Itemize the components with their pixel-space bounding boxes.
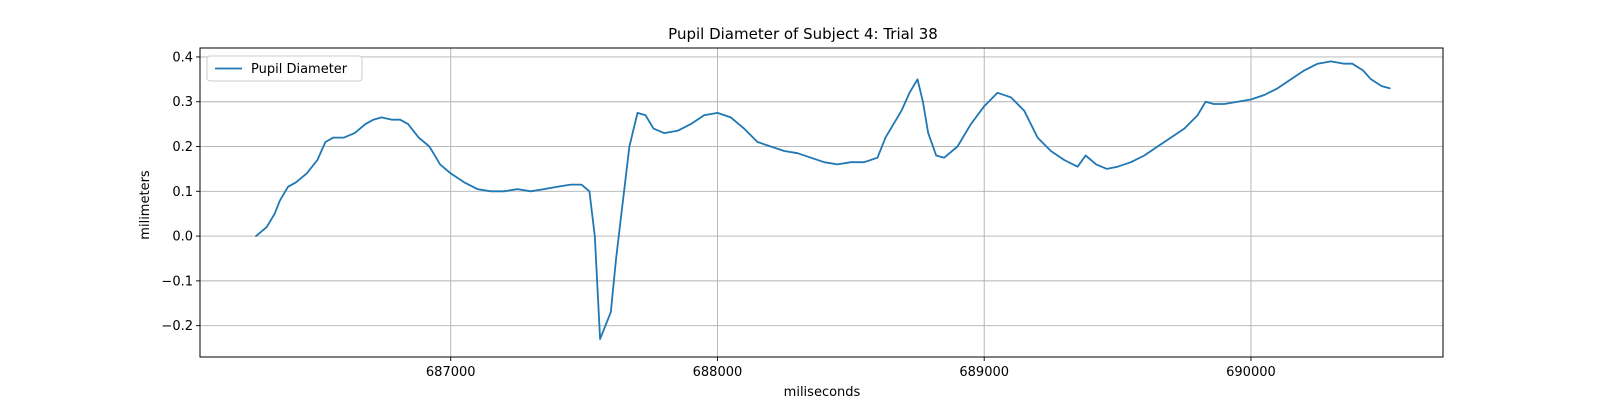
x-axis: 687000 688000 689000 690000 xyxy=(426,357,1276,380)
grid-lines xyxy=(200,48,1443,357)
series-layer xyxy=(255,60,1391,341)
y-tick-label: 0.1 xyxy=(172,185,193,200)
legend-box xyxy=(206,55,363,82)
legend: Pupil Diameter xyxy=(206,55,363,82)
y-tick-label: 0.0 xyxy=(172,230,193,245)
y-axis: −0.2 −0.1 0.0 0.1 0.2 0.3 0.4 xyxy=(161,50,200,334)
x-tick-label: 688000 xyxy=(693,365,743,380)
chart-title: Pupil Diameter of Subject 4: Trial 38 xyxy=(668,25,938,43)
y-tick-label: 0.4 xyxy=(172,50,193,65)
x-tick-label: 687000 xyxy=(426,365,476,380)
y-axis-label: milimeters xyxy=(138,170,153,240)
x-axis-label: miliseconds xyxy=(784,385,861,400)
y-tick-label: 0.2 xyxy=(172,140,193,155)
legend-label: Pupil Diameter xyxy=(251,62,348,77)
y-tick-label: −0.1 xyxy=(161,274,193,289)
x-tick-label: 689000 xyxy=(959,365,1009,380)
y-tick-label: −0.2 xyxy=(161,319,193,334)
series-line-pupil-diameter xyxy=(255,60,1391,341)
x-tick-label: 690000 xyxy=(1226,365,1276,380)
plot-frame xyxy=(199,47,1444,358)
y-tick-label: 0.3 xyxy=(172,95,193,110)
